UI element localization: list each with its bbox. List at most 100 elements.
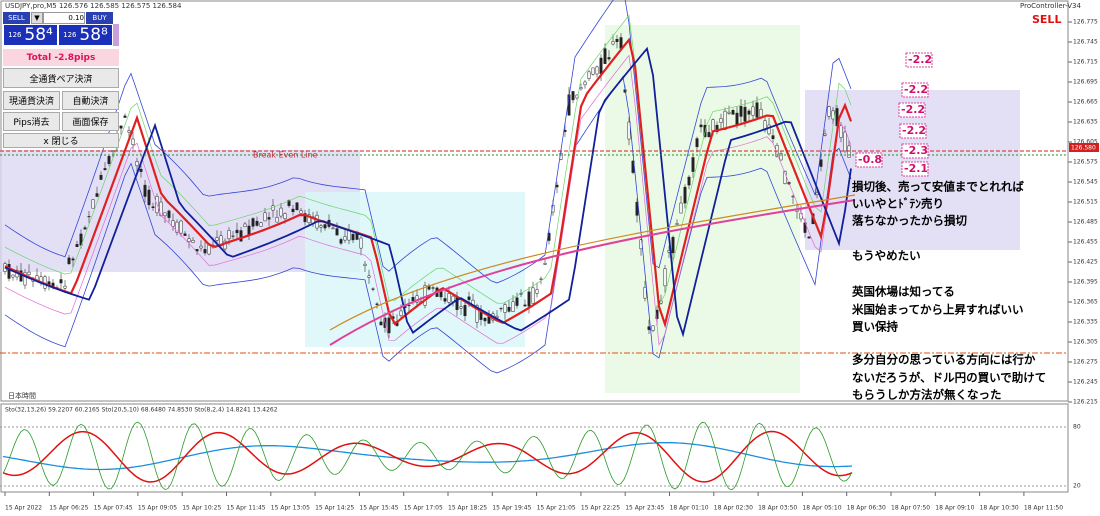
price-label: 126.485 xyxy=(1073,219,1098,226)
candle-body xyxy=(251,218,255,227)
candle-body xyxy=(691,157,695,172)
candle-body xyxy=(255,220,259,226)
osc-frame xyxy=(0,403,1069,493)
time-label: 18 Apr 07:50 xyxy=(891,505,930,512)
candle-body xyxy=(783,171,787,184)
price-label: 126.335 xyxy=(1073,319,1098,326)
candle-body xyxy=(175,221,179,233)
candle-body xyxy=(627,121,631,140)
lot-input[interactable]: 0.10 xyxy=(43,12,85,24)
candle-body xyxy=(663,268,667,287)
candle-body xyxy=(343,236,347,241)
band-pink xyxy=(4,54,852,346)
candle-body xyxy=(643,286,647,299)
candle-body xyxy=(651,325,655,331)
price-label: 126.745 xyxy=(1073,39,1098,46)
candle-body xyxy=(719,118,723,123)
candle-body xyxy=(747,110,751,115)
candle-body xyxy=(283,213,287,219)
candle-body xyxy=(267,217,271,220)
sell-button[interactable]: SELL xyxy=(3,12,30,24)
time-label: 15 Apr 15:45 xyxy=(359,505,398,512)
candle-body xyxy=(359,237,363,249)
price-label: 126.635 xyxy=(1073,119,1098,126)
ask-big: 126 xyxy=(63,31,77,39)
pips-clear-button[interactable]: Pips消去 xyxy=(3,112,60,131)
candle-body xyxy=(511,301,515,312)
bid-box[interactable]: 126 58⁴ xyxy=(3,24,58,46)
candle-body xyxy=(71,258,75,261)
band-green xyxy=(4,14,852,306)
candle-body xyxy=(587,71,591,79)
candle-body xyxy=(275,217,279,223)
candle-body xyxy=(223,240,227,250)
candle-body xyxy=(483,317,487,322)
buy-button[interactable]: BUY xyxy=(86,12,113,24)
osc-level-label: 20 xyxy=(1073,483,1081,490)
candle-body xyxy=(83,227,87,230)
candle-body xyxy=(507,306,511,312)
pips-box xyxy=(901,143,929,159)
time-label: 15 Apr 14:25 xyxy=(315,505,354,512)
candle-body xyxy=(131,138,135,145)
candle-body xyxy=(711,119,715,132)
candle-body xyxy=(515,297,519,306)
candle-body xyxy=(63,285,67,289)
candle-body xyxy=(727,111,731,114)
candle-body xyxy=(75,244,79,247)
note-line: 買い保持 xyxy=(852,320,898,334)
candle-body xyxy=(307,214,311,224)
osc-red xyxy=(2,430,853,483)
side-bar xyxy=(113,24,119,46)
candle-body xyxy=(683,186,687,204)
candle-body xyxy=(291,208,295,213)
candle-body xyxy=(375,303,379,305)
candle-body xyxy=(387,317,391,334)
candle-body xyxy=(647,326,651,330)
candle-body xyxy=(87,216,91,218)
pips-label: -2.2 xyxy=(901,103,925,116)
candle-body xyxy=(399,310,403,316)
candle-body xyxy=(107,156,111,164)
time-label: 15 Apr 23:45 xyxy=(625,505,664,512)
note-line: ないだろうが、ドル円の買いで助けて xyxy=(852,371,1046,385)
time-label: 15 Apr 06:25 xyxy=(49,505,88,512)
pips-box xyxy=(901,82,929,98)
note-line: 英国休場は知ってる xyxy=(851,285,955,299)
time-label: 15 Apr 21:05 xyxy=(537,505,576,512)
bid-big: 126 xyxy=(8,31,22,39)
break-even-label: Break Even Line xyxy=(253,151,318,160)
candle-body xyxy=(227,230,231,240)
price-label: 126.515 xyxy=(1073,199,1098,206)
candle-body xyxy=(163,212,167,217)
candle-body xyxy=(203,249,207,254)
candle-body xyxy=(119,125,123,129)
candle-body xyxy=(767,124,771,135)
price-label: 126.575 xyxy=(1073,159,1098,166)
candle-body xyxy=(27,271,31,276)
candle-body xyxy=(351,233,355,241)
candle-body xyxy=(755,102,759,118)
candle-body xyxy=(67,257,71,265)
lot-down[interactable]: ▼ xyxy=(31,12,43,24)
candle-body xyxy=(751,106,755,116)
candle-body xyxy=(819,159,823,167)
bollinger-upper xyxy=(4,0,852,284)
candle-body xyxy=(91,199,95,209)
candle-body xyxy=(731,110,735,115)
auto-close-button[interactable]: 自動決済 xyxy=(62,91,119,110)
candle-body xyxy=(347,230,351,241)
candle-body xyxy=(503,304,507,313)
candle-body xyxy=(843,131,847,152)
candle-body xyxy=(423,285,427,306)
candle-body xyxy=(411,297,415,301)
candle-body xyxy=(135,161,139,167)
candle-body xyxy=(739,106,743,117)
candle-body xyxy=(123,115,127,118)
close-panel-button[interactable]: x 閉じる xyxy=(3,133,119,148)
ask-box[interactable]: 126 58⁸ xyxy=(58,24,113,46)
close-all-button[interactable]: 全通貨ペア決済 xyxy=(3,68,119,88)
screenshot-button[interactable]: 画面保存 xyxy=(62,112,119,131)
close-current-button[interactable]: 現通貨決済 xyxy=(3,91,60,110)
